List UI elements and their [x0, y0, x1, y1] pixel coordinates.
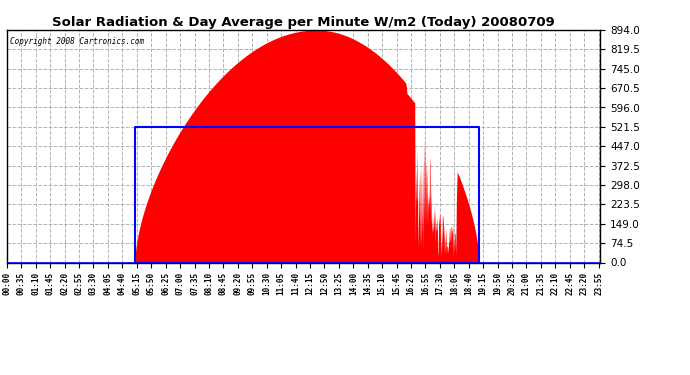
- Text: Copyright 2008 Cartronics.com: Copyright 2008 Cartronics.com: [10, 37, 144, 46]
- Title: Solar Radiation & Day Average per Minute W/m2 (Today) 20080709: Solar Radiation & Day Average per Minute…: [52, 16, 555, 29]
